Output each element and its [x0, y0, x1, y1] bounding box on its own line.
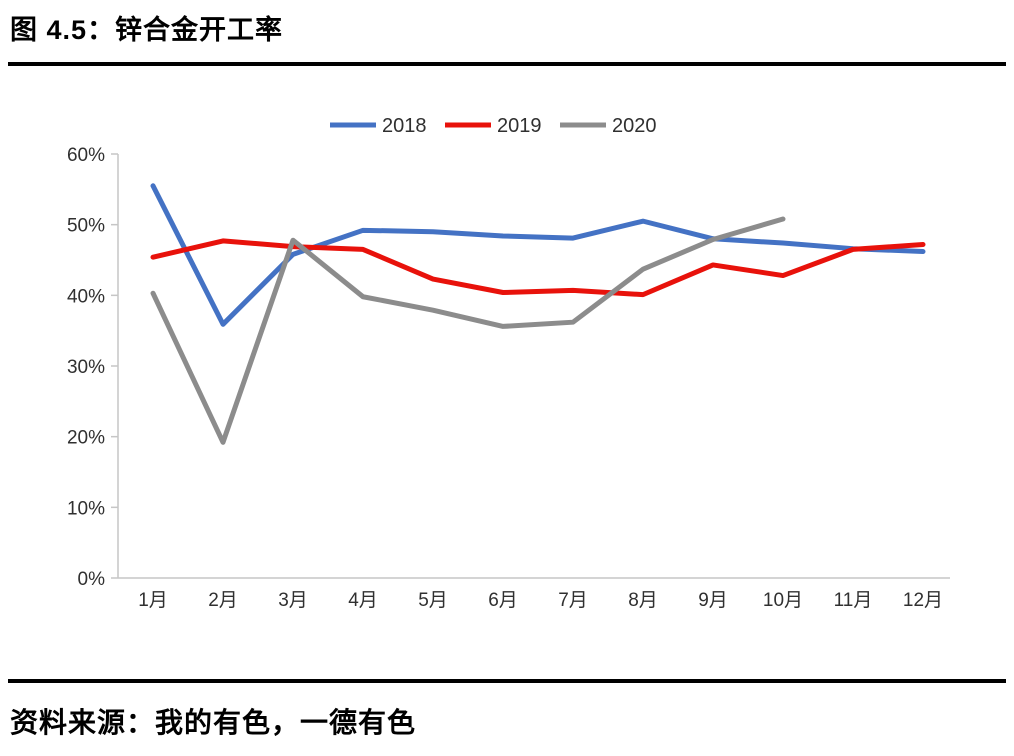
- y-tick-label: 0%: [78, 569, 106, 590]
- legend-label-2019: 2019: [497, 115, 542, 137]
- line-chart: 0% 10% 20% 30% 40% 50% 60% 1月 2月 3月 4月 5月 6月 7月 8月 9月 10…: [0, 80, 1014, 640]
- bottom-divider: [8, 679, 1006, 683]
- chart-canvas: 0% 10% 20% 30% 40% 50% 60% 1月 2月 3月 4月 5月 6月 7月 8月 9月 10…: [67, 115, 950, 611]
- x-tick-label: 2月: [208, 590, 238, 611]
- y-tick-label: 50%: [67, 216, 105, 237]
- x-tick-label: 6月: [488, 590, 518, 611]
- x-tick-label: 1月: [138, 590, 168, 611]
- series-line-2020: [150, 216, 786, 445]
- y-tick-label: 30%: [67, 357, 105, 378]
- source-note: 资料来源：我的有色，一德有色: [10, 707, 417, 738]
- y-tick-label: 20%: [67, 428, 105, 449]
- x-tick-label: 10月: [763, 590, 803, 611]
- legend-item-2018: 2018: [330, 115, 427, 137]
- y-tick-label: 10%: [67, 498, 105, 519]
- series-line-2018: [150, 183, 926, 327]
- x-tick-label: 12月: [903, 590, 943, 611]
- x-tick-label: 7月: [558, 590, 588, 611]
- y-tick-label: 40%: [67, 286, 105, 307]
- series-line-2019: [150, 238, 926, 298]
- x-tick-label: 5月: [418, 590, 448, 611]
- legend-label-2020: 2020: [612, 115, 657, 137]
- figure-title: 图 4.5：锌合金开工率: [10, 15, 284, 45]
- y-tick-label: 60%: [67, 145, 105, 166]
- legend-item-2019: 2019: [445, 115, 542, 137]
- top-divider: [8, 62, 1006, 66]
- x-tick-label: 9月: [698, 590, 728, 611]
- x-tick-label: 11月: [834, 590, 873, 611]
- x-tick-label: 3月: [278, 590, 308, 611]
- legend-item-2020: 2020: [560, 115, 657, 137]
- legend-label-2018: 2018: [382, 115, 427, 137]
- x-tick-label: 4月: [348, 590, 378, 611]
- x-tick-label: 8月: [628, 590, 658, 611]
